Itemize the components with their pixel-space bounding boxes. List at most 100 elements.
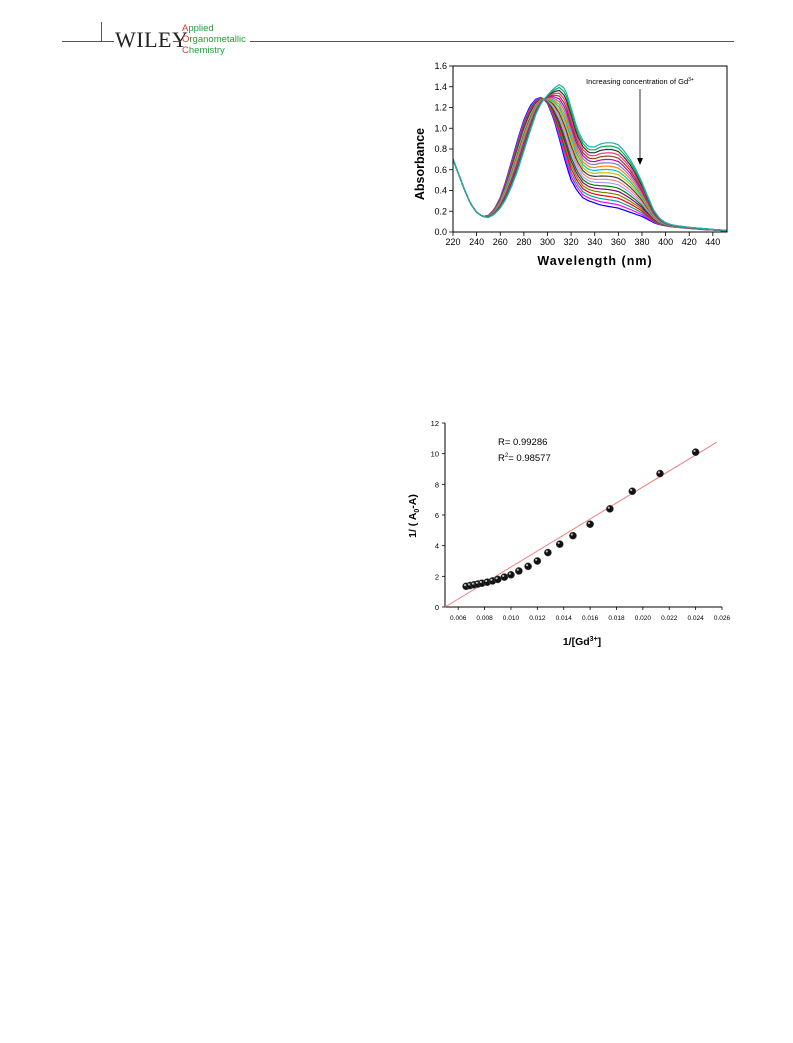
uv-x-tick-label: 220 <box>445 237 460 247</box>
bh-y-tick-label: 12 <box>431 419 439 428</box>
bh-data-point <box>555 540 564 548</box>
bh-data-point <box>524 562 532 571</box>
uv-annotation-arrowhead <box>637 158 643 165</box>
bh-y-tick-label: 6 <box>435 511 439 520</box>
bh-y-tick-label: 0 <box>435 603 439 612</box>
journal-word-chemistry: hemistry <box>188 45 225 56</box>
uv-vis-titration-chart: 220 240 260 280 300 320 340 360 380 400 420 440 0.0 0… <box>413 61 728 268</box>
uv-x-tick-label: 340 <box>587 237 602 247</box>
uv-x-tick-label: 300 <box>540 237 555 247</box>
bh-y-axis-label: 1/ ( A0-A) <box>407 494 421 538</box>
bh-r2-prefix: R <box>498 453 505 464</box>
header-rule-left <box>62 41 114 42</box>
bh-x-tick-label: 0.012 <box>529 615 546 622</box>
bh-data-point <box>533 557 542 565</box>
header-rule-right <box>250 41 734 42</box>
page-header: WILEY Applied Organometallic Chemistry <box>0 0 793 60</box>
bh-x-tick-label: 0.016 <box>582 615 599 622</box>
bh-data-point-highlight <box>557 541 560 545</box>
bh-y-tick-label: 8 <box>435 480 439 489</box>
uv-x-tick-label: 360 <box>611 237 626 247</box>
bh-data-point <box>515 567 523 575</box>
uv-x-tick-label: 240 <box>469 237 484 247</box>
uv-y-tick-label: 1.0 <box>434 123 447 133</box>
bh-data-point-highlight <box>587 521 591 525</box>
journal-line-3: Chemistry <box>182 46 225 56</box>
bh-data-point-highlight <box>516 568 519 571</box>
uv-annotation-sup: 3+ <box>688 77 694 83</box>
bh-xlabel-main: 1/[Gd <box>563 636 590 648</box>
uv-y-tick-label: 0.4 <box>434 186 447 196</box>
uv-ticks: 220 240 260 280 300 320 340 360 380 400 420 440 0.0 0… <box>434 61 720 247</box>
bh-ylabel-main: 1/ ( A <box>407 512 419 538</box>
bh-data-point-highlight <box>490 578 493 581</box>
uv-x-tick-label: 420 <box>682 237 697 247</box>
bh-data-point-highlight <box>463 584 467 587</box>
bh-x-axis-label: 1/[Gd3+] <box>563 636 601 648</box>
bh-data-point-highlight <box>570 533 573 536</box>
bh-x-tick-label: 0.006 <box>450 615 467 622</box>
uv-y-axis-label: Absorbance <box>413 128 427 200</box>
bh-data-point-highlight <box>467 583 471 586</box>
bh-data-point-highlight <box>502 574 505 577</box>
bh-data-point-highlight <box>471 582 475 585</box>
uv-y-tick-label: 1.6 <box>434 61 447 71</box>
bh-data-point-highlight <box>485 579 488 583</box>
journal-initial-c: C <box>182 45 189 56</box>
uv-y-tick-label: 0.2 <box>434 206 447 216</box>
header-rule-mid <box>173 41 181 42</box>
journal-word-applied: pplied <box>188 23 214 34</box>
uv-x-axis-label: Wavelength (nm) <box>537 254 652 268</box>
bh-data-point <box>544 548 552 557</box>
uv-y-tick-label: 0.8 <box>434 144 447 154</box>
uv-x-tick-label: 400 <box>658 237 673 247</box>
publisher-logo: WILEY <box>115 27 189 52</box>
bh-data-point <box>606 505 614 513</box>
bh-ylabel-end: -A) <box>407 494 419 509</box>
bh-data-point-highlight <box>495 577 498 580</box>
bh-r2-sup: 2 <box>505 453 509 459</box>
bh-data-point-highlight <box>607 506 610 509</box>
uv-axes <box>452 65 728 233</box>
uv-spectrum-line <box>452 98 728 232</box>
bh-y-tick-label: 2 <box>435 572 439 581</box>
uv-x-tick-label: 260 <box>493 237 508 247</box>
journal-initial-o: O <box>182 34 190 45</box>
uv-y-tick-label: 0.0 <box>434 227 447 237</box>
bh-x-tick-label: 0.018 <box>608 615 625 622</box>
bh-data-point <box>493 575 502 584</box>
uv-annotation: Increasing concentration of Gd3+ <box>586 77 694 86</box>
uv-x-tick-label: 280 <box>516 237 531 247</box>
uv-x-tick-label: 440 <box>705 237 720 247</box>
bh-data-point <box>656 469 664 478</box>
uv-spectrum-line <box>452 83 728 231</box>
bh-data-point <box>507 570 515 579</box>
bh-x-tick-label: 0.020 <box>635 615 652 622</box>
bh-ticks: 0 2 4 6 8 10 12 0.006 0.008 0.010 0.012 0.014 0.016 0… <box>431 419 731 622</box>
uv-spectra-series <box>452 83 728 232</box>
uv-y-tick-label: 1.2 <box>434 103 447 113</box>
uv-plot-frame <box>452 65 728 233</box>
bh-data-point <box>691 448 700 456</box>
bh-y-tick-label: 4 <box>435 542 439 551</box>
bh-r2-text: = 0.98577 <box>508 453 551 464</box>
journal-word-organometallic: rganometallic <box>189 34 246 45</box>
bh-r2-value: R2= 0.98577 <box>498 453 551 464</box>
bh-x-tick-label: 0.024 <box>687 615 704 622</box>
bh-data-point-highlight <box>535 558 538 561</box>
bh-data-point-highlight <box>475 581 478 584</box>
uv-annotation-text: Increasing concentration of Gd <box>586 77 688 86</box>
bh-xlabel-sup: 3+ <box>590 636 598 643</box>
benesi-hildebrand-chart: 0 2 4 6 8 10 12 0.006 0.008 0.010 0.012 0.014 0.016 0… <box>407 419 731 648</box>
bh-xlabel-end: ] <box>598 636 602 648</box>
bh-x-tick-label: 0.014 <box>556 615 573 622</box>
bh-data-point-highlight <box>479 580 482 584</box>
bh-y-tick-label: 10 <box>431 450 439 459</box>
bh-data-point <box>586 520 594 529</box>
uv-y-tick-label: 0.6 <box>434 165 447 175</box>
bh-data-point <box>628 487 637 496</box>
bh-data-point <box>569 531 577 540</box>
bh-data-point-highlight <box>693 449 696 453</box>
bh-ylabel-sub: 0 <box>414 509 421 513</box>
bh-data-point-highlight <box>630 488 633 492</box>
